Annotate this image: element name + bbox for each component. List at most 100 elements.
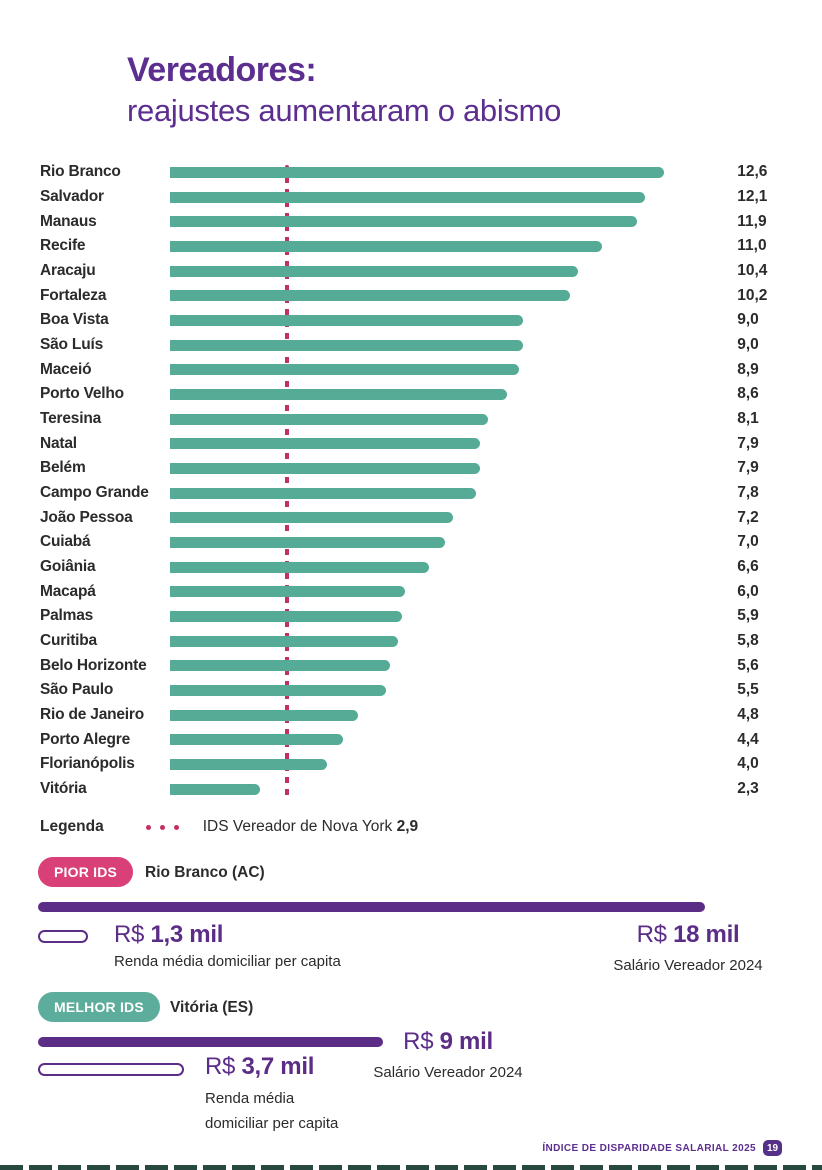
best-income-caption: Renda média domiciliar per capita (205, 1086, 338, 1136)
bar-track (170, 339, 733, 351)
bar-track (170, 364, 733, 376)
bottom-dashed-strip (0, 1165, 822, 1170)
chart-row: Porto Velho 8,6 (40, 382, 782, 407)
bar-value: 5,6 (737, 656, 759, 674)
chart-row: Florianópolis 4,0 (40, 752, 782, 777)
bar-label: Manaus (40, 212, 97, 230)
bar (170, 734, 343, 746)
bar (170, 364, 520, 376)
bar (170, 314, 524, 326)
bar (170, 240, 602, 252)
legend-text: IDS Vereador de Nova York 2,9 (203, 818, 418, 836)
bar-track (170, 734, 733, 746)
bar-label: Florianópolis (40, 755, 135, 773)
bar-label: Palmas (40, 607, 94, 625)
bar-value: 7,9 (737, 459, 759, 477)
currency-prefix: R$ (403, 1028, 440, 1055)
bar-track (170, 413, 733, 425)
chart-row: Salvador 12,1 (40, 185, 782, 210)
salary-amount: 9 mil (439, 1028, 494, 1055)
bar-label: Rio Branco (40, 163, 121, 181)
currency-prefix: R$ (636, 921, 674, 948)
bar-track (170, 438, 733, 450)
legend-label: Legenda (40, 818, 104, 835)
bar-value: 4,8 (737, 706, 759, 724)
bar-value: 7,8 (737, 484, 759, 502)
bar-value: 12,6 (737, 163, 768, 181)
bar-track (170, 462, 733, 474)
chart-row: Rio de Janeiro 4,8 (40, 703, 782, 728)
chart-row: Recife 11,0 (40, 234, 782, 259)
bar-value: 11,9 (737, 212, 767, 230)
worst-ids-city: Rio Branco (AC) (145, 864, 265, 881)
page-number-badge: 19 (763, 1140, 782, 1156)
chart-row: Goiânia 6,6 (40, 555, 782, 580)
bar-track (170, 216, 733, 228)
income-amount: 3,7 mil (241, 1053, 315, 1080)
best-salary-bar (38, 1037, 383, 1047)
income-amount: 1,3 mil (150, 921, 224, 948)
footer: ÍNDICE DE DISPARIDADE SALARIAL 2025 19 (542, 1140, 782, 1156)
salary-amount: 18 mil (673, 921, 740, 948)
chart-row: Cuiabá 7,0 (40, 530, 782, 555)
worst-income-caption: Renda média domiciliar per capita (114, 953, 341, 970)
worst-salary-value: R$ 18 mil (608, 921, 768, 949)
bar (170, 438, 480, 450)
bar-value: 5,9 (737, 607, 759, 625)
bar (170, 512, 453, 524)
bar-label: Maceió (40, 360, 92, 378)
bar-value: 8,9 (737, 360, 759, 378)
worst-income-value: R$ 1,3 mil (114, 921, 223, 949)
bar (170, 783, 261, 795)
best-income-caption-line2: domiciliar per capita (205, 1115, 339, 1132)
chart-row: Aracaju 10,4 (40, 259, 782, 284)
bar-label: Goiânia (40, 558, 96, 576)
chart-row: Natal 7,9 (40, 431, 782, 456)
legend-ref-value: 2,9 (396, 818, 419, 835)
bar-track (170, 783, 733, 795)
bar-value: 9,0 (737, 336, 759, 354)
bar-track (170, 487, 733, 499)
chart-row: Manaus 11,9 (40, 209, 782, 234)
chart-rows: Rio Branco 12,6 Salvador 12,1 Manaus 11,9 Reci… (40, 160, 782, 801)
bar-label: Boa Vista (40, 311, 109, 329)
best-ids-city: Vitória (ES) (170, 999, 254, 1016)
bar-label: Rio de Janeiro (40, 706, 145, 724)
bar-label: João Pessoa (40, 508, 133, 526)
bar-label: Belo Horizonte (40, 656, 147, 674)
bar-value: 7,0 (737, 533, 759, 551)
bar-track (170, 709, 733, 721)
bar-value: 8,1 (737, 410, 759, 428)
bar-value: 10,4 (737, 262, 768, 280)
bar-label: Vitória (40, 780, 87, 798)
bar-label: Campo Grande (40, 484, 149, 502)
best-income-value: R$ 3,7 mil (205, 1053, 314, 1081)
bar-label: São Paulo (40, 681, 114, 699)
bar-track (170, 388, 733, 400)
chart-row: Vitória 2,3 (40, 777, 782, 802)
bar-track (170, 660, 733, 672)
best-salary-caption: Salário Vereador 2024 (373, 1064, 523, 1081)
bar-track (170, 166, 733, 178)
bar-value: 7,9 (737, 434, 759, 452)
bar (170, 561, 430, 573)
chart-row: Rio Branco 12,6 (40, 160, 782, 185)
bar (170, 388, 508, 400)
reference-line-ny (284, 165, 289, 799)
worst-ids-badge: PIOR IDS (38, 857, 134, 887)
best-ids-badge: MELHOR IDS (38, 992, 160, 1022)
bar (170, 265, 578, 277)
chart-row: Maceió 8,9 (40, 357, 782, 382)
bar-track (170, 586, 733, 598)
chart-row: Palmas 5,9 (40, 604, 782, 629)
ids-bar-chart: Rio Branco 12,6 Salvador 12,1 Manaus 11,9 Reci… (40, 160, 782, 801)
bar-value: 12,1 (737, 188, 768, 205)
bar-value: 4,0 (737, 755, 759, 773)
bar-value: 2,3 (737, 780, 759, 798)
bar-label: Curitiba (40, 632, 97, 650)
bar-value: 6,0 (737, 582, 759, 600)
best-salary-value: R$ 9 mil (368, 1028, 528, 1056)
bar-label: Natal (40, 434, 77, 452)
bar-track (170, 561, 733, 573)
bar (170, 709, 359, 721)
